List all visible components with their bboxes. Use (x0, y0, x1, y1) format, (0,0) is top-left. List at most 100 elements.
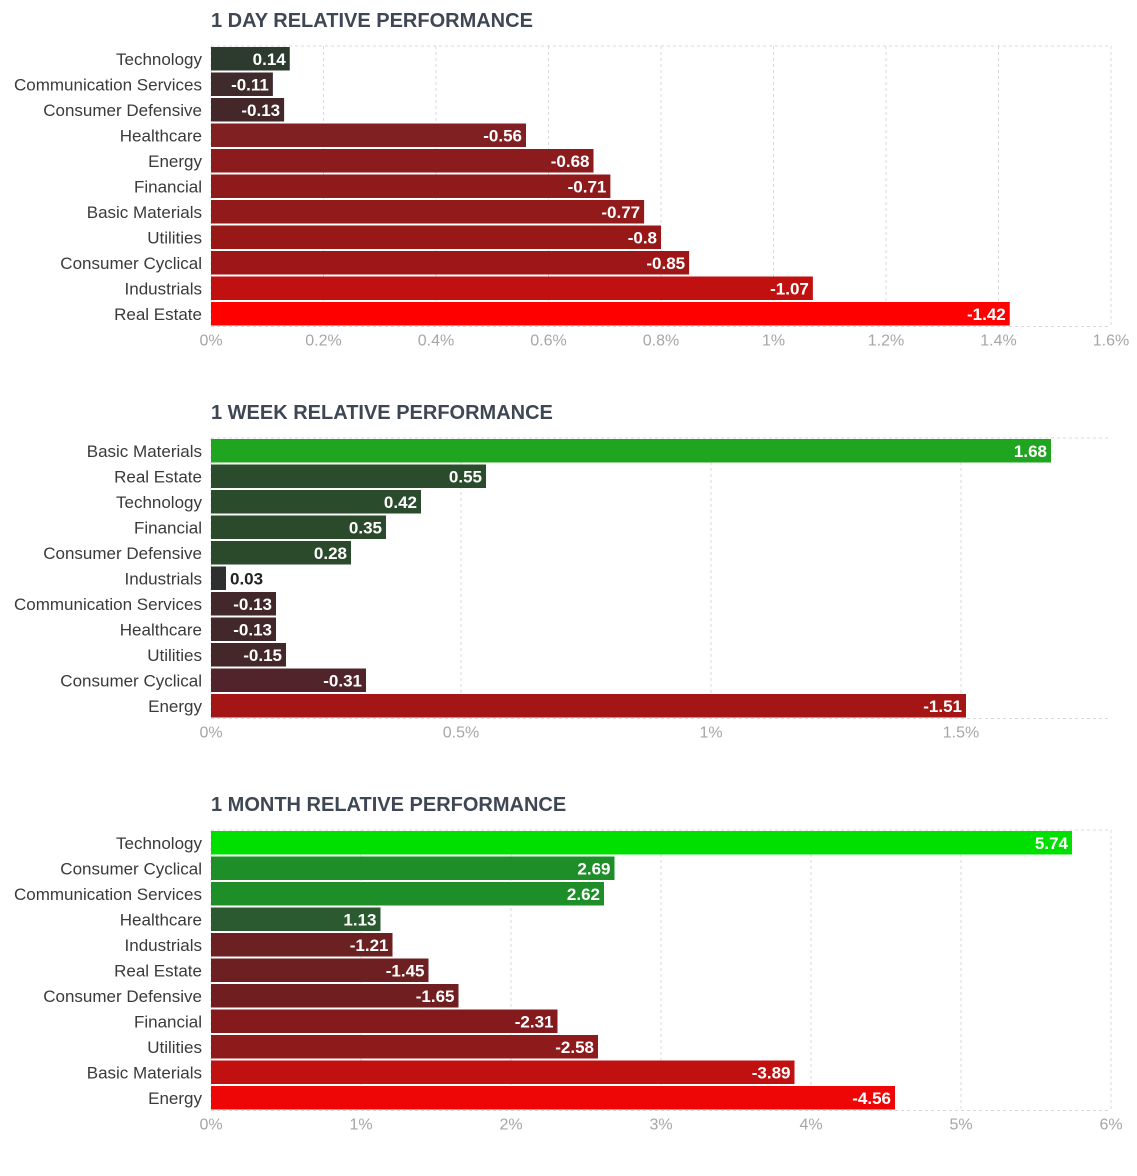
bar (211, 515, 386, 539)
value-label: 0.42 (384, 493, 417, 512)
tick-label: 0.2% (305, 333, 341, 350)
chart-1-day-plot: Technology 0.14 Communication Services -0.1… (14, 45, 1129, 350)
value-label: 2.62 (567, 885, 600, 904)
category-label: Technology (116, 50, 203, 69)
tick-label: 0% (199, 333, 222, 350)
chart-title: 1 DAY RELATIVE PERFORMANCE (211, 10, 533, 32)
value-label: -0.68 (551, 152, 590, 171)
chart-1-month-plot: Technology 5.74 Consumer Cyclical 2.69 Commu… (14, 829, 1123, 1134)
bar (211, 831, 1072, 855)
category-label: Financial (134, 518, 202, 537)
bar (211, 856, 615, 880)
bar (211, 251, 690, 275)
value-label: -0.56 (483, 126, 522, 145)
category-label: Healthcare (120, 620, 202, 639)
value-label: 0.35 (349, 518, 382, 537)
bar (211, 1035, 598, 1059)
value-label: 0.03 (230, 569, 263, 588)
category-label: Technology (116, 493, 203, 512)
bar (211, 984, 459, 1008)
bar (211, 694, 966, 718)
value-label: -0.13 (233, 595, 272, 614)
tick-label: 1.5% (943, 725, 979, 742)
tick-label: 2% (499, 1117, 522, 1134)
value-label: 0.28 (314, 544, 347, 563)
tick-label: 1% (699, 725, 722, 742)
tick-label: 0.5% (443, 725, 479, 742)
bar (211, 907, 381, 931)
value-label: 2.69 (577, 859, 610, 878)
category-label: Technology (116, 834, 203, 853)
bar (211, 200, 645, 224)
category-label: Energy (148, 1089, 202, 1108)
value-label: -0.31 (323, 671, 362, 690)
category-label: Utilities (147, 1038, 202, 1057)
value-label: -2.58 (555, 1038, 594, 1057)
tick-label: 1% (762, 333, 785, 350)
tick-label: 0% (199, 725, 222, 742)
tick-label: 5% (949, 1117, 972, 1134)
category-label: Real Estate (114, 961, 202, 980)
category-label: Consumer Cyclical (60, 254, 202, 273)
value-label: -1.21 (350, 936, 389, 955)
bar (211, 592, 276, 616)
tick-label: 0.8% (643, 333, 679, 350)
value-label: -1.45 (386, 961, 425, 980)
value-label: -0.85 (646, 254, 685, 273)
chart-title: 1 MONTH RELATIVE PERFORMANCE (211, 794, 567, 816)
tick-label: 1.4% (980, 333, 1016, 350)
chart-1-week: 1 WEEK RELATIVE PERFORMANCE Basic Materi… (0, 392, 1137, 784)
category-label: Communication Services (14, 885, 202, 904)
category-label: Consumer Cyclical (60, 671, 202, 690)
value-label: 1.13 (343, 910, 376, 929)
tick-label: 1.2% (868, 333, 904, 350)
bar (211, 123, 526, 147)
tick-label: 4% (799, 1117, 822, 1134)
category-label: Real Estate (114, 467, 202, 486)
bar (211, 933, 393, 957)
category-label: Industrials (125, 279, 202, 298)
bar (211, 490, 421, 514)
bar (211, 643, 286, 667)
category-label: Consumer Defensive (43, 544, 202, 563)
value-label: -2.31 (515, 1012, 554, 1031)
category-label: Healthcare (120, 126, 202, 145)
category-label: Healthcare (120, 910, 202, 929)
bar (211, 464, 486, 488)
category-label: Basic Materials (87, 442, 202, 461)
value-label: -1.51 (923, 697, 962, 716)
tick-label: 3% (649, 1117, 672, 1134)
category-label: Communication Services (14, 75, 202, 94)
category-label: Communication Services (14, 595, 202, 614)
value-label: -0.11 (231, 75, 269, 94)
relative-performance-charts: 1 DAY RELATIVE PERFORMANCE Technology 0.1… (0, 10, 1137, 1134)
value-label: -0.77 (601, 203, 640, 222)
category-label: Consumer Defensive (43, 987, 202, 1006)
tick-label: 0% (199, 1117, 222, 1134)
bar (211, 958, 429, 982)
value-label: -1.07 (770, 279, 809, 298)
category-label: Energy (148, 697, 202, 716)
category-label: Basic Materials (87, 1063, 202, 1082)
tick-label: 1% (349, 1117, 372, 1134)
bar (211, 276, 813, 300)
category-label: Real Estate (114, 305, 202, 324)
value-label: -0.15 (243, 646, 282, 665)
category-label: Utilities (147, 228, 202, 247)
category-label: Utilities (147, 646, 202, 665)
value-label: 5.74 (1035, 834, 1069, 853)
tick-label: 6% (1099, 1117, 1122, 1134)
chart-title: 1 WEEK RELATIVE PERFORMANCE (211, 402, 553, 424)
bar (211, 72, 273, 96)
category-label: Financial (134, 177, 202, 196)
value-label: -1.42 (967, 305, 1006, 324)
bar (211, 1086, 895, 1110)
value-label: 0.14 (253, 50, 287, 69)
tick-label: 0.4% (418, 333, 454, 350)
category-label: Industrials (125, 569, 202, 588)
value-label: -0.8 (628, 228, 657, 247)
value-label: -0.13 (241, 101, 280, 120)
bar (211, 225, 661, 249)
value-label: -0.13 (233, 620, 272, 639)
bar (211, 47, 290, 71)
